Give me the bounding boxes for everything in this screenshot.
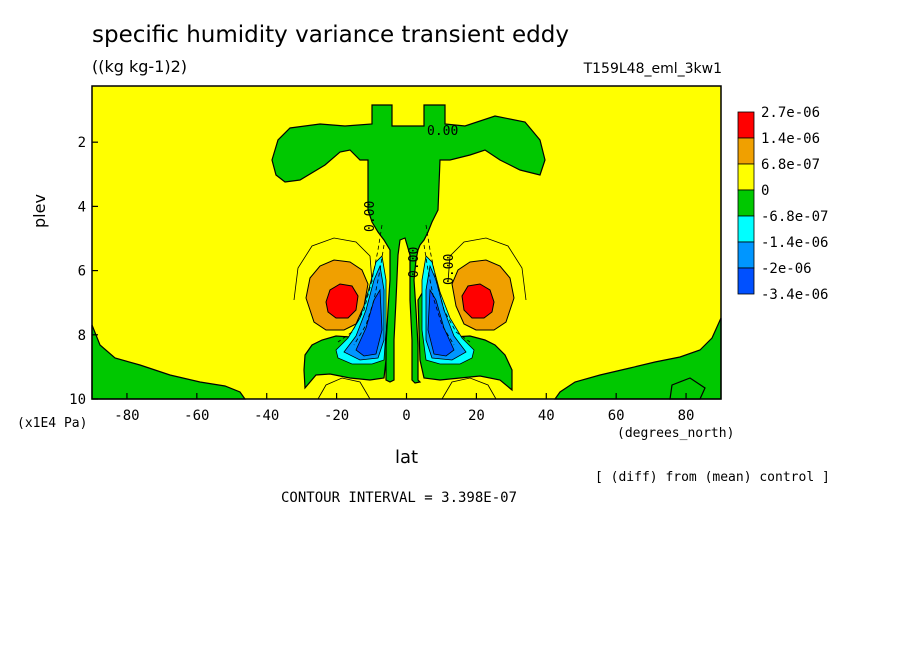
negative-core-left xyxy=(335,255,387,365)
colorbar-swatch xyxy=(737,267,755,295)
colorbar-swatch xyxy=(737,111,755,139)
negative-contour-lines xyxy=(337,224,471,346)
colorbar-label: 6.8e-07 xyxy=(761,157,820,173)
x-tick-label: 60 xyxy=(608,408,625,424)
colorbar-label: 2.7e-06 xyxy=(761,105,820,121)
x-tick-label: 40 xyxy=(538,408,555,424)
contour-label: 0.00 xyxy=(407,247,422,278)
x-tick-label: -20 xyxy=(324,408,349,424)
positive-lobe-right xyxy=(451,259,515,331)
y-tick-label: 10 xyxy=(69,392,86,408)
colorbar-swatch xyxy=(737,189,755,217)
colorbar-swatch xyxy=(737,137,755,165)
colorbar-label: 0 xyxy=(761,183,769,199)
x-tick-label: 0 xyxy=(402,408,410,424)
y-tick-label: 4 xyxy=(78,199,86,215)
colorbar-label: 1.4e-06 xyxy=(761,131,820,147)
colorbar-swatch xyxy=(737,215,755,243)
colorbar-label: -2e-06 xyxy=(761,261,812,277)
positive-lobe-left xyxy=(305,259,369,331)
chart-units: ((kg kg-1)2) xyxy=(92,57,188,76)
contour-interval-text: CONTOUR INTERVAL = 3.398E-07 xyxy=(281,490,518,506)
y-tick-label: 2 xyxy=(78,135,86,151)
chart-title: specific humidity variance transient edd… xyxy=(92,22,569,48)
y-tick-label: 8 xyxy=(78,328,86,344)
positive-contour-lines xyxy=(293,237,527,400)
colorbar: 2.7e-06 1.4e-06 6.8e-07 0 -6.8e-07 -1.4e-06 -2… xyxy=(737,105,828,303)
contour-labels: 0.00 0.00 0.00 0.00 xyxy=(363,124,458,285)
x-tick-label: -40 xyxy=(254,408,279,424)
colorbar-swatch xyxy=(737,163,755,191)
y-axis-ticks: 2 4 6 8 10 xyxy=(69,135,98,408)
green-upper-region xyxy=(271,104,546,384)
contour-label: 0.00 xyxy=(442,254,457,285)
colorbar-swatch xyxy=(737,241,755,269)
diff-note: [ (diff) from (mean) control ] xyxy=(595,470,830,485)
contour-label: 0.00 xyxy=(427,124,458,139)
green-right-blob xyxy=(669,377,706,400)
colorbar-label: -1.4e-06 xyxy=(761,235,828,251)
green-regions xyxy=(91,104,722,400)
colorbar-label: -3.4e-06 xyxy=(761,287,828,303)
y-axis-unit: (x1E4 Pa) xyxy=(17,416,88,431)
x-tick-label: -60 xyxy=(184,408,209,424)
x-tick-label: -80 xyxy=(114,408,139,424)
run-label: T159L48_eml_3kw1 xyxy=(583,61,722,77)
y-tick-label: 6 xyxy=(78,264,86,280)
contour-label: 0.00 xyxy=(363,201,378,232)
x-axis-ticks: -80 -60 -40 -20 0 20 40 60 80 xyxy=(114,393,694,424)
x-axis-label: lat xyxy=(395,447,419,468)
x-tick-label: 80 xyxy=(678,408,695,424)
x-tick-label: 20 xyxy=(468,408,485,424)
x-axis-unit: (degrees_north) xyxy=(617,426,735,441)
colorbar-label: -6.8e-07 xyxy=(761,209,828,225)
